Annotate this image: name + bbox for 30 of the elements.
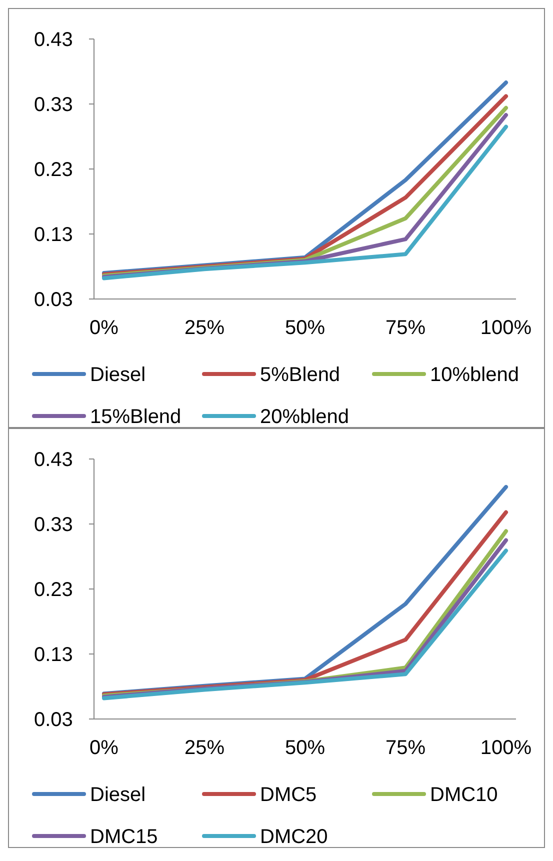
legend-label: DMC10 <box>430 784 498 806</box>
legend-label: 10%blend <box>430 364 519 386</box>
x-tick-label: 25% <box>184 737 225 759</box>
x-tick-label: 100% <box>480 737 532 759</box>
y-tick-label: 0.13 <box>34 644 73 666</box>
legend-label: DMC20 <box>260 826 328 848</box>
legend-label: 15%Blend <box>90 406 182 428</box>
x-tick-label: 50% <box>284 737 326 759</box>
x-tick-label: 50% <box>284 317 326 339</box>
y-tick-label: 0.03 <box>34 289 73 311</box>
y-tick-label: 0.03 <box>34 709 73 731</box>
legend-label: 20%blend <box>260 406 349 428</box>
x-tick-label: 100% <box>480 317 532 339</box>
y-tick-label: 0.33 <box>34 94 73 116</box>
legend-label: DMC15 <box>90 826 158 848</box>
x-tick-label: 75% <box>385 737 426 759</box>
x-tick-label: 75% <box>385 317 426 339</box>
legend-label: DMC5 <box>260 784 317 806</box>
x-tick-label: 0% <box>90 317 119 339</box>
x-tick-label: 25% <box>184 317 225 339</box>
y-tick-label: 0.43 <box>34 29 73 51</box>
y-tick-label: 0.33 <box>34 514 73 536</box>
y-tick-label: 0.23 <box>34 159 73 181</box>
y-tick-label: 0.43 <box>34 449 73 471</box>
y-tick-label: 0.13 <box>34 224 73 246</box>
legend-label: Diesel <box>90 784 146 806</box>
legend-label: Diesel <box>90 364 146 386</box>
y-tick-label: 0.23 <box>34 579 73 601</box>
x-tick-label: 0% <box>90 737 119 759</box>
legend-label: 5%Blend <box>260 364 340 386</box>
